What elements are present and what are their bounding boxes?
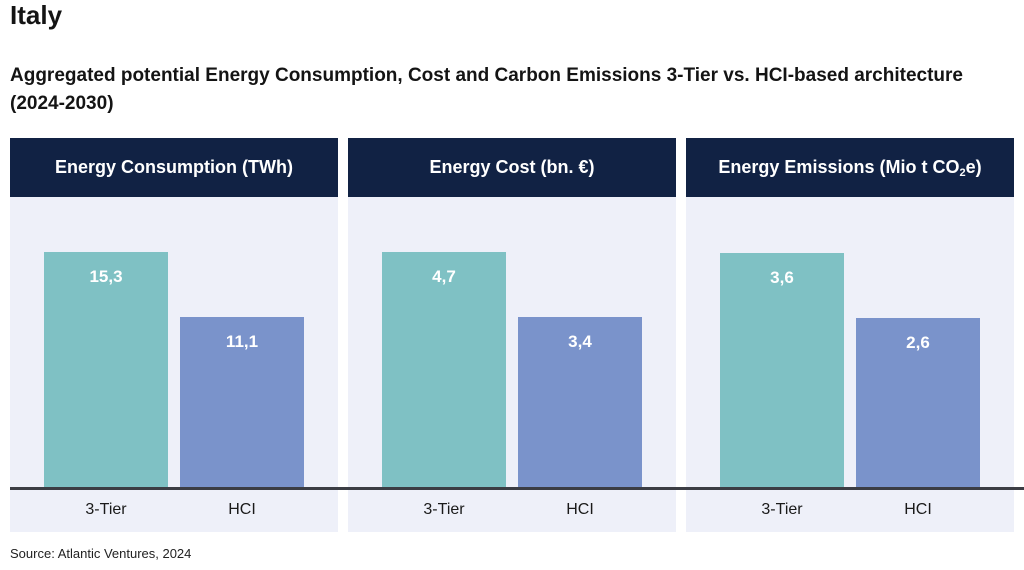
panel-energy-consumption: Energy Consumption (TWh) 15,3 3-Tier 11,1 H…	[10, 138, 338, 532]
x-tick-label: 3-Tier	[85, 501, 127, 518]
bar-value-label: 2,6	[906, 332, 930, 352]
bar-value-label: 4,7	[432, 267, 456, 287]
x-tick-label: HCI	[228, 501, 256, 518]
bar-value-label: 3,6	[770, 267, 794, 287]
bar-3-tier	[44, 252, 168, 488]
bar-value-label: 11,1	[225, 332, 259, 352]
x-tick-label: 3-Tier	[423, 501, 465, 518]
bar-value-label: 15,3	[89, 267, 123, 287]
panel-title: Energy Cost (bn. €)	[429, 156, 595, 177]
x-tick-label: 3-Tier	[761, 501, 803, 518]
x-axis-baseline	[10, 487, 1024, 490]
bar-3-tier	[382, 252, 506, 488]
panel-title: Energy Emissions (Mio t CO2e)	[718, 156, 982, 179]
panel-energy-emissions: Energy Emissions (Mio t CO2e) 3,6 3-Tier 2…	[686, 138, 1014, 532]
panel-header: Energy Emissions (Mio t CO2e)	[686, 138, 1014, 197]
panel-header: Energy Consumption (TWh)	[10, 138, 338, 197]
bar-3-tier	[720, 252, 844, 488]
x-tick-label: HCI	[904, 501, 932, 518]
bar-value-label: 3,4	[568, 332, 592, 352]
chart-subtitle: Aggregated potential Energy Consumption,…	[10, 65, 963, 114]
x-tick-label: HCI	[566, 501, 594, 518]
bar-hci	[180, 317, 304, 488]
country-title: Italy	[10, 0, 63, 30]
bar-hci	[856, 317, 980, 488]
source-note: Source: Atlantic Ventures, 2024	[10, 546, 192, 561]
bar-hci	[518, 317, 642, 488]
panel-title: Energy Consumption (TWh)	[55, 156, 293, 177]
panel-energy-cost: Energy Cost (bn. €) 4,7 3-Tier 3,4 HCI	[348, 138, 676, 532]
panel-header: Energy Cost (bn. €)	[348, 138, 676, 197]
